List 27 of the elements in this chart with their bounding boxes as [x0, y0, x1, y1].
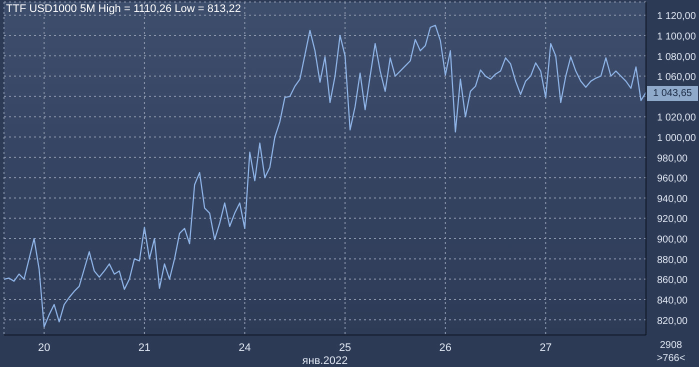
chart-title: TTF USD1000 5M High = 1110,26 Low = 813,22 [6, 3, 242, 15]
y-tick-label: 840,00 [657, 295, 688, 306]
y-tick-label: 1 080,00 [657, 52, 696, 63]
x-axis-title: янв.2022 [302, 355, 348, 367]
y-tick-label: 940,00 [657, 194, 688, 205]
y-tick-label: 980,00 [657, 153, 688, 164]
text: >766< [656, 353, 686, 364]
y-tick-label: 900,00 [657, 234, 688, 246]
y-tick-label: 1 060,00 [657, 72, 696, 84]
x-tick-label: 21 [138, 342, 151, 354]
y-tick-label: 820,00 [657, 316, 688, 327]
y-tick-label: 860,00 [657, 275, 688, 286]
x-tick-label: 26 [439, 342, 452, 354]
line-series [3, 24, 647, 328]
x-tick-label: 27 [540, 342, 552, 354]
y-tick-label: 920,00 [657, 214, 688, 226]
y-tick-label: 1 020,00 [657, 112, 696, 124]
y-tick-label: 960,00 [657, 174, 688, 185]
x-tick-label: 24 [238, 342, 251, 354]
y-tick-label: 1 000,00 [657, 133, 696, 144]
y-tick-label: 1 120,00 [657, 11, 696, 22]
x-tick-label: 20 [38, 342, 50, 354]
y-tick-label: 1 100,00 [657, 32, 696, 43]
text: 1 043,65 [647, 86, 698, 101]
y-tick-label: 880,00 [657, 254, 688, 266]
x-tick-label: 25 [338, 342, 352, 354]
text: 2908 [658, 340, 684, 351]
